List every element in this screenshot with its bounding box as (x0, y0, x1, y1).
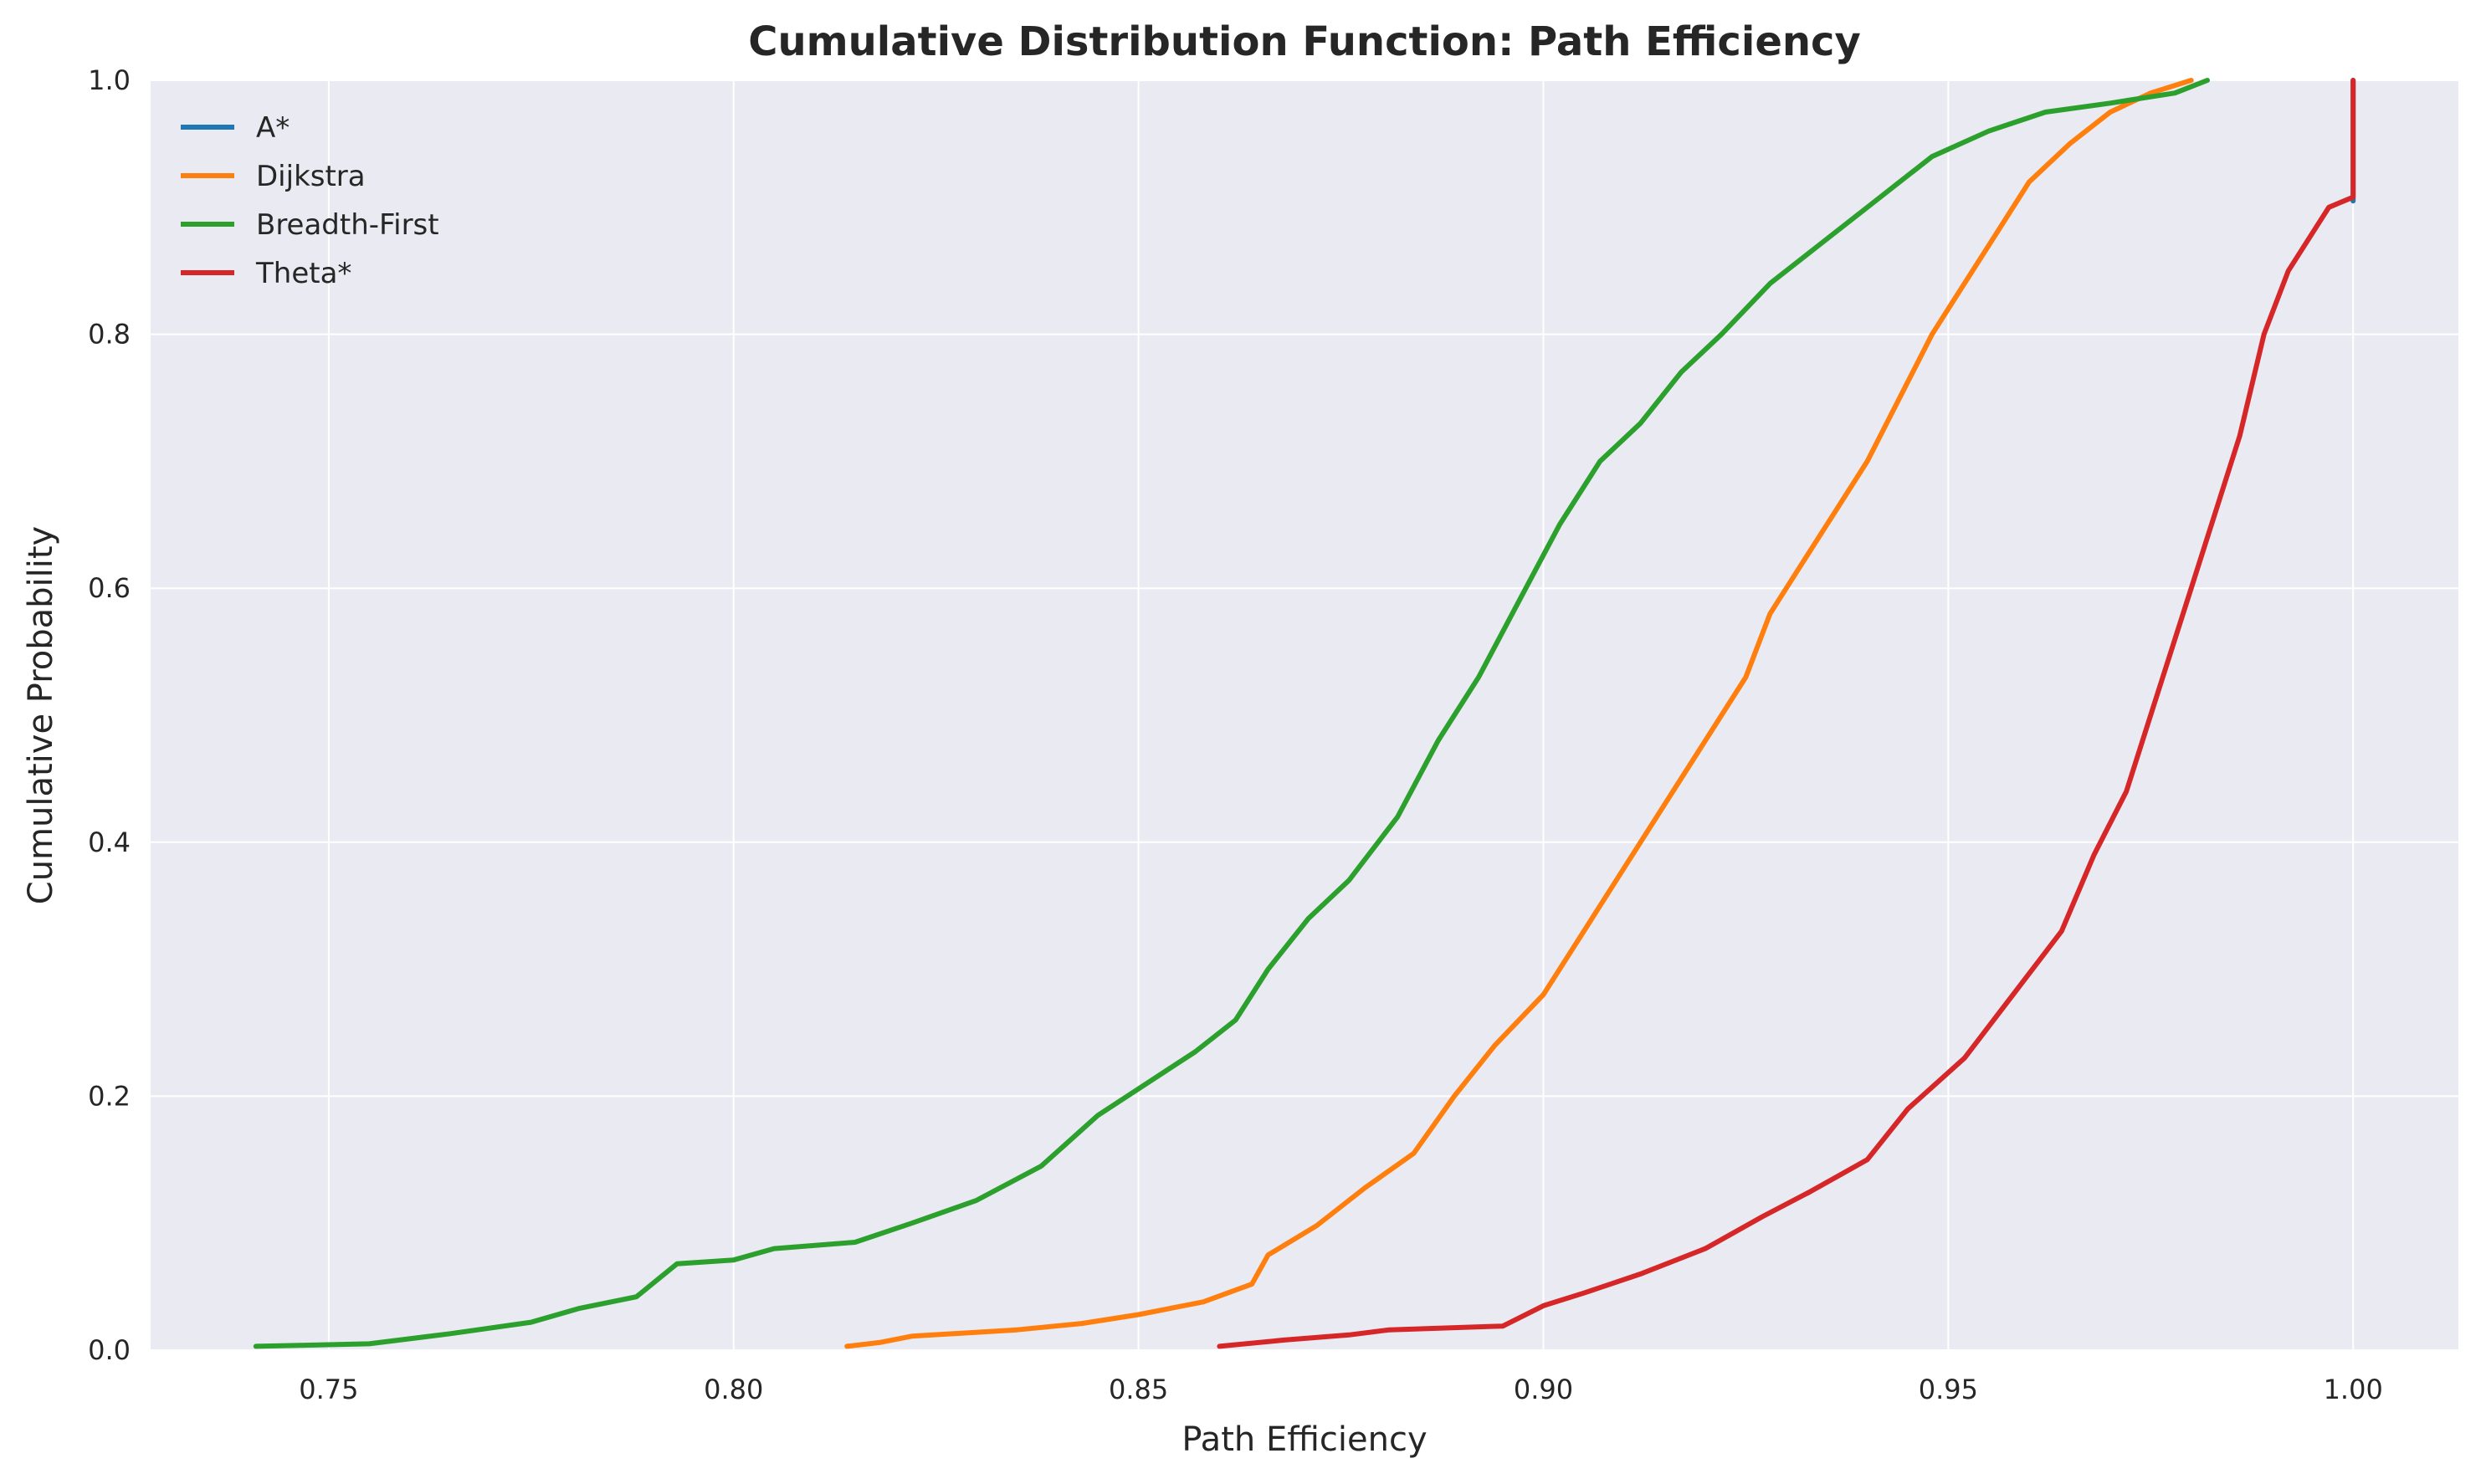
series-line-breadth-first (253, 78, 2210, 1349)
y-tick-label: 1.0 (88, 64, 131, 96)
y-axis-label: Cumulative Probability (22, 526, 60, 904)
y-tick-labels: 0.0 0.2 0.4 0.6 0.8 1.0 (88, 64, 131, 1366)
legend-label: Theta* (255, 257, 351, 290)
legend-label: A* (256, 111, 290, 145)
legend-label: Breadth-First (256, 208, 439, 242)
x-tick-label: 0.95 (1919, 1374, 1978, 1405)
y-tick-label: 0.6 (88, 572, 131, 604)
y-tick-label: 0.0 (88, 1334, 131, 1366)
series-line-dijkstra (844, 78, 2194, 1349)
grid (151, 79, 2458, 1351)
x-tick-label: 1.00 (2324, 1374, 2383, 1405)
series-lines (253, 78, 2356, 1349)
y-tick-label: 0.8 (88, 319, 131, 351)
legend-label: Dijkstra (256, 160, 366, 193)
x-tick-labels: 0.75 0.80 0.85 0.90 0.95 1.00 (299, 1374, 2383, 1405)
chart-title: Cumulative Distribution Function: Path E… (748, 18, 1861, 65)
x-tick-label: 0.85 (1109, 1374, 1168, 1405)
x-axis-label: Path Efficiency (1181, 1420, 1427, 1459)
y-tick-label: 0.4 (88, 826, 131, 858)
x-tick-label: 0.80 (704, 1374, 763, 1405)
plot-area (151, 80, 2458, 1350)
x-tick-label: 0.75 (299, 1374, 358, 1405)
y-tick-label: 0.2 (88, 1080, 131, 1112)
legend: A* Dijkstra Breadth-First Theta* (181, 111, 439, 290)
x-tick-label: 0.90 (1514, 1374, 1573, 1405)
series-line-theta (1217, 78, 2356, 1349)
